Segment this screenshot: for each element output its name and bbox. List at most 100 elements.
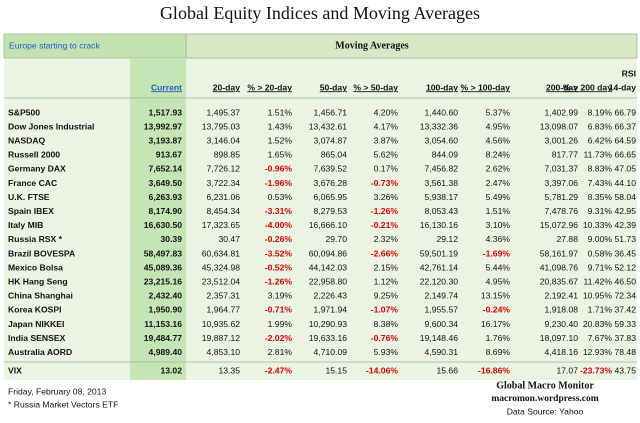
cell: -1.69% — [483, 248, 511, 258]
cell: 3,397.06 — [545, 178, 579, 188]
cell: 59.33 — [614, 319, 636, 329]
cell: 6,065.95 — [314, 192, 348, 202]
row-label: Russia RSX * — [8, 234, 63, 244]
row-label: VIX — [8, 365, 22, 375]
cell: 16,666.10 — [309, 220, 347, 230]
row-label: Australia AORD — [8, 347, 72, 357]
cell: 20.83% — [583, 319, 613, 329]
cell: 9.71% — [588, 262, 613, 272]
cell: 16.17% — [481, 319, 511, 329]
cell: -1.07% — [371, 305, 399, 315]
cell: 8.83% — [588, 164, 613, 174]
cell: 1.71% — [588, 305, 613, 315]
source-title: Global Macro Monitor — [496, 380, 594, 391]
cell: 5.37% — [486, 107, 511, 117]
cell: 1,971.94 — [314, 305, 348, 315]
cell: 27.88 — [556, 234, 578, 244]
cell: 10,935.62 — [202, 319, 240, 329]
cell: 45,324.98 — [202, 262, 240, 272]
cell: 11.42% — [583, 276, 612, 286]
cell: 11,153.16 — [144, 319, 182, 329]
cell: -16.86% — [478, 365, 510, 375]
note-bg — [3, 33, 187, 59]
cell: 4,418.16 — [545, 347, 579, 357]
cell: 7,639.52 — [314, 164, 348, 174]
cell: 4,590.31 — [425, 347, 459, 357]
cell: 45,089.36 — [144, 262, 182, 272]
cell: 3.10% — [486, 220, 511, 230]
cell: 9.25% — [374, 291, 399, 301]
cell: 42.95 — [614, 206, 636, 216]
cell: 9,230.40 — [545, 319, 579, 329]
cell: 13.15% — [481, 291, 511, 301]
cell: -3.52% — [265, 248, 293, 258]
cell: 10.33% — [583, 220, 613, 230]
cell: 6,231.06 — [207, 192, 241, 202]
cell: 2,432.40 — [149, 291, 183, 301]
cell: -0.21% — [371, 220, 399, 230]
cell: -0.71% — [265, 305, 293, 315]
cell: 7,478.76 — [545, 206, 579, 216]
cell: 58.04 — [614, 192, 636, 202]
column-header: 200-day — [546, 82, 578, 92]
cell: 42.39 — [614, 220, 636, 230]
cell: -2.02% — [265, 333, 293, 343]
footer-date: Friday, February 08, 2013 — [8, 386, 106, 396]
cell: -0.26% — [265, 234, 293, 244]
row-label: Mexico Bolsa — [8, 262, 63, 272]
cell: 3,561.38 — [425, 178, 459, 188]
row-label: India SENSEX — [8, 333, 66, 343]
cell: 9.00% — [588, 234, 613, 244]
cell: 30.39 — [160, 234, 182, 244]
cell: 2,357.31 — [207, 291, 241, 301]
cell: -0.24% — [483, 305, 511, 315]
cell: 1,950.90 — [149, 305, 183, 315]
table-bg — [4, 34, 637, 380]
cell: 16,130.16 — [420, 220, 458, 230]
cell: 7.67% — [588, 333, 613, 343]
cell: 17,323.65 — [202, 220, 240, 230]
cell: 1.12% — [374, 276, 399, 286]
column-header: 50-day — [320, 82, 347, 92]
cell: 9,600.34 — [425, 319, 459, 329]
cell: 4.36% — [486, 234, 511, 244]
cell: 58,161.97 — [540, 248, 578, 258]
cell: 46.50 — [614, 276, 636, 286]
cell: 5,938.17 — [425, 192, 459, 202]
row-label: NASDAQ — [8, 135, 46, 145]
cell: 5.93% — [374, 347, 399, 357]
cell: 41,098.76 — [540, 262, 578, 272]
row-label: Korea KOSPI — [8, 305, 62, 315]
cell: 37.83 — [614, 333, 636, 343]
cell: 29.12 — [436, 234, 458, 244]
cell: 1.51% — [268, 107, 293, 117]
cell: -2.47% — [265, 365, 293, 375]
cell: 0.17% — [374, 164, 399, 174]
cell: 19,633.16 — [309, 333, 347, 343]
note: Europe starting to crack — [9, 40, 100, 50]
cell: 17.07 — [556, 365, 578, 375]
row-label: Japan NIKKEI — [8, 319, 64, 329]
group-header-bg — [185, 33, 638, 59]
cell: 5,781.29 — [545, 192, 579, 202]
cell: 8.24% — [486, 150, 511, 160]
cell: 3,722.34 — [207, 178, 241, 188]
row-label: HK Hang Seng — [8, 276, 68, 286]
cell: 913.67 — [156, 150, 183, 160]
cell: 72.34 — [614, 291, 636, 301]
cell: 3,676.28 — [314, 178, 348, 188]
cell: 23,512.04 — [202, 276, 240, 286]
cell: 1,495.37 — [207, 107, 241, 117]
cell: -0.52% — [265, 262, 293, 272]
cell: 865.04 — [321, 150, 348, 160]
cell: 1.43% — [268, 121, 293, 131]
cell: 1.65% — [268, 150, 293, 160]
cell: 2.47% — [486, 178, 511, 188]
cell: 22,120.30 — [420, 276, 458, 286]
group-header: Moving Averages — [335, 40, 409, 51]
cell: 42,761.14 — [420, 262, 458, 272]
footnote: * Russia Market Vectors ETF — [8, 399, 118, 409]
cell: 1.51% — [486, 206, 511, 216]
cell: 6.83% — [588, 121, 613, 131]
cell: 4.20% — [374, 107, 399, 117]
